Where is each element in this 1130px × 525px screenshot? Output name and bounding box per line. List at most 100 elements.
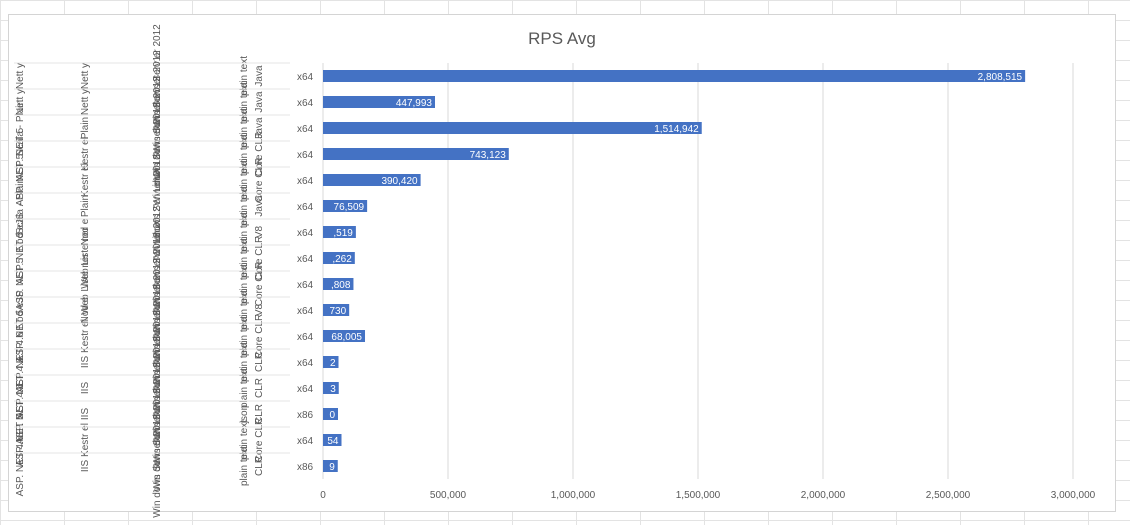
category-label: x64 [297, 228, 314, 239]
x-tick-label: 1,500,000 [676, 490, 721, 501]
category-label: plain text [239, 56, 250, 96]
category-label: V8 [254, 225, 265, 238]
category-label: Nod e [80, 296, 91, 323]
category-label: x64 [297, 124, 314, 135]
bar [323, 408, 338, 420]
category-label: Scala - Plain [15, 100, 26, 156]
category-label: Java [254, 195, 265, 217]
category-label: CLR [254, 456, 265, 476]
category-label: Linux [152, 168, 163, 192]
bars: 2,808,515 447,993 1,514,942 743,123 390,420 7… [323, 70, 1026, 473]
category-label: ASP. NET 5 [15, 153, 26, 206]
data-label: ,262 [332, 254, 352, 265]
category-label: Linux [152, 220, 163, 244]
category-label: Kestr el [80, 423, 91, 457]
category-label: Win dows Serv er 2012 [152, 50, 163, 154]
category-label: Win dows Serv er 2012 [152, 362, 163, 466]
category-label: Scala - Plain [15, 178, 26, 234]
category-label: Win dows Serv er 2012 [152, 154, 163, 258]
category-label: Win dows Serv er 2012 [152, 310, 163, 414]
category-label: plain text [239, 420, 250, 460]
data-label: 730 [329, 306, 346, 317]
category-label: ASP. NET 5 [15, 127, 26, 180]
category-label: CLR [254, 352, 265, 372]
bar [323, 252, 355, 264]
category-label: Win dows Serv er 2012 [152, 258, 163, 362]
data-label: 68,005 [331, 332, 362, 343]
data-label: ,519 [333, 228, 353, 239]
category-label: Core CLR [254, 158, 265, 202]
category-label: x64 [297, 358, 314, 369]
category-label: Win dows Serv er 2012 [152, 414, 163, 518]
x-tick-label: 3,000,000 [1051, 490, 1096, 501]
category-label: Win dows Serv er 2012 [152, 388, 163, 492]
category-label: Win dows Serv er 2012 [152, 206, 163, 310]
category-label: x64 [297, 72, 314, 83]
data-label: 2 [330, 358, 336, 369]
category-label: plain text [239, 238, 250, 278]
category-label: Core CLR [254, 132, 265, 176]
data-label: 54 [327, 436, 339, 447]
category-label: Nett y [15, 89, 26, 115]
category-label: x64 [297, 98, 314, 109]
data-label: 2,808,515 [978, 72, 1023, 83]
category-label: Win dows Serv er 2012 [152, 284, 163, 388]
category-label: Web Liste ner [80, 227, 91, 289]
data-label: 0 [329, 410, 335, 421]
category-label: Kestr el [80, 319, 91, 353]
category-label: Nett y [15, 63, 26, 89]
category-label: x64 [297, 436, 314, 447]
data-label: 3 [330, 384, 336, 395]
category-label: ASP. NET 5 [15, 257, 26, 310]
chart-title: RPS Avg [528, 29, 596, 48]
bar [323, 70, 1026, 82]
category-label: Win dows Serv er 2012 [152, 76, 163, 180]
category-label: ASP. NET 4.6 [15, 357, 26, 418]
x-tick-label: 2,500,000 [926, 490, 971, 501]
data-label: 1,514,942 [654, 124, 699, 135]
category-label: Nod eJS [15, 212, 26, 251]
category-label: Core CLR [254, 262, 265, 306]
data-label: ,808 [331, 280, 351, 291]
category-label: x64 [297, 332, 314, 343]
data-label: 390,420 [381, 176, 418, 187]
category-label: Core CLR [254, 418, 265, 462]
category-label: Plain [80, 195, 91, 217]
category-label: x64 [297, 254, 314, 265]
category-label: ASP. NET 4.6 [15, 435, 26, 496]
category-labels: Nett y Nett y Win dows Serv er 2012 plain t… [14, 24, 313, 518]
bar [323, 356, 339, 368]
category-label: x64 [297, 202, 314, 213]
data-label: 743,123 [470, 150, 507, 161]
data-label: 447,993 [396, 98, 433, 109]
bar [323, 330, 366, 342]
category-label: plain text [239, 446, 250, 486]
bar [323, 304, 350, 316]
category-label: Plain [80, 117, 91, 139]
category-label: CLR [254, 404, 265, 424]
bar [323, 382, 339, 394]
category-label: Core CLR [254, 236, 265, 280]
category-label: ASP. NET 4.6 [15, 331, 26, 392]
bar [323, 460, 338, 472]
category-label: ASP. NET 5 [15, 231, 26, 284]
bar [323, 434, 342, 446]
category-label: plain text [239, 264, 250, 304]
category-label: x86 [297, 462, 314, 473]
category-label: Java [254, 117, 265, 139]
bar [323, 122, 702, 134]
category-label: Win dows Serv er 2012 [152, 336, 163, 440]
category-label: IIS [80, 382, 91, 395]
chart-area[interactable] [8, 14, 1116, 512]
category-label: Win dows Serv er 2012 [152, 232, 163, 336]
category-label: CLR [254, 378, 265, 398]
category-label: plain text [239, 186, 250, 226]
category-label: IIS [80, 356, 91, 369]
category-label: Nod eJS [15, 290, 26, 329]
category-label: x64 [297, 176, 314, 187]
bar [323, 200, 368, 212]
x-tick-label: 2,000,000 [801, 490, 846, 501]
category-label: Java [254, 91, 265, 113]
category-label: ASP. NET 5 [15, 309, 26, 362]
